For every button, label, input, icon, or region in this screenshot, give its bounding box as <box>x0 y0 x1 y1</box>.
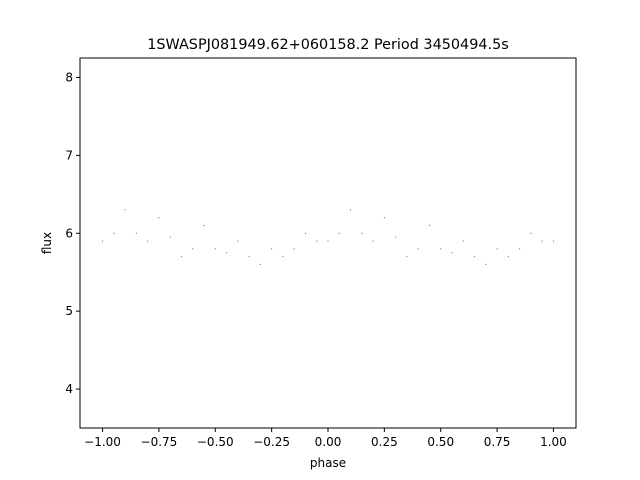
x-tick-label: −0.50 <box>197 435 234 449</box>
y-tick-label: 6 <box>65 226 73 240</box>
data-point <box>372 240 374 242</box>
chart-title: 1SWASPJ081949.62+060158.2 Period 3450494… <box>147 37 509 53</box>
data-point <box>147 240 149 242</box>
data-point <box>248 256 250 258</box>
data-point <box>406 256 408 258</box>
scatter-points <box>102 209 554 265</box>
y-tick-label: 8 <box>65 70 73 84</box>
data-point <box>271 248 273 250</box>
y-tick-label: 7 <box>65 148 73 162</box>
data-point <box>203 224 205 226</box>
y-tick-label: 4 <box>65 382 73 396</box>
data-point <box>316 240 318 242</box>
data-point <box>304 232 306 234</box>
data-point <box>451 252 453 254</box>
data-point <box>237 240 239 242</box>
x-tick-label: 0.25 <box>371 435 398 449</box>
data-point <box>383 217 385 219</box>
data-point <box>474 256 476 258</box>
data-point <box>395 236 397 238</box>
data-point <box>440 248 442 250</box>
data-point <box>428 224 430 226</box>
data-point <box>338 232 340 234</box>
data-point <box>462 240 464 242</box>
data-point <box>113 232 115 234</box>
x-tick-label: 0.75 <box>484 435 511 449</box>
data-point <box>541 240 543 242</box>
data-point <box>226 252 228 254</box>
x-tick-label: 0.50 <box>427 435 454 449</box>
data-point <box>485 263 487 265</box>
data-point <box>496 248 498 250</box>
data-point <box>530 232 532 234</box>
x-axis-ticks: −1.00 −0.75 −0.50 −0.25 0.00 0.25 0.50 0.75 1.00 <box>84 428 567 449</box>
data-point <box>124 209 126 211</box>
data-point <box>169 236 171 238</box>
data-point <box>327 240 329 242</box>
data-point <box>293 248 295 250</box>
data-point <box>180 256 182 258</box>
x-tick-label: −1.00 <box>84 435 121 449</box>
y-tick-label: 5 <box>65 304 73 318</box>
data-point <box>282 256 284 258</box>
y-axis-ticks: 4 5 6 7 8 <box>65 70 80 396</box>
data-point <box>259 263 261 265</box>
data-point <box>158 217 160 219</box>
y-axis-label: flux <box>40 232 54 254</box>
x-tick-label: 1.00 <box>540 435 567 449</box>
data-point <box>214 248 216 250</box>
data-point <box>507 256 509 258</box>
data-point <box>350 209 352 211</box>
x-tick-label: −0.75 <box>141 435 178 449</box>
data-point <box>135 232 137 234</box>
x-axis-label: phase <box>310 456 346 470</box>
data-point <box>192 248 194 250</box>
data-point <box>519 248 521 250</box>
data-point <box>102 240 104 242</box>
data-point <box>552 240 554 242</box>
data-point <box>417 248 419 250</box>
x-tick-label: 0.00 <box>315 435 342 449</box>
data-point <box>361 232 363 234</box>
x-tick-label: −0.25 <box>253 435 290 449</box>
